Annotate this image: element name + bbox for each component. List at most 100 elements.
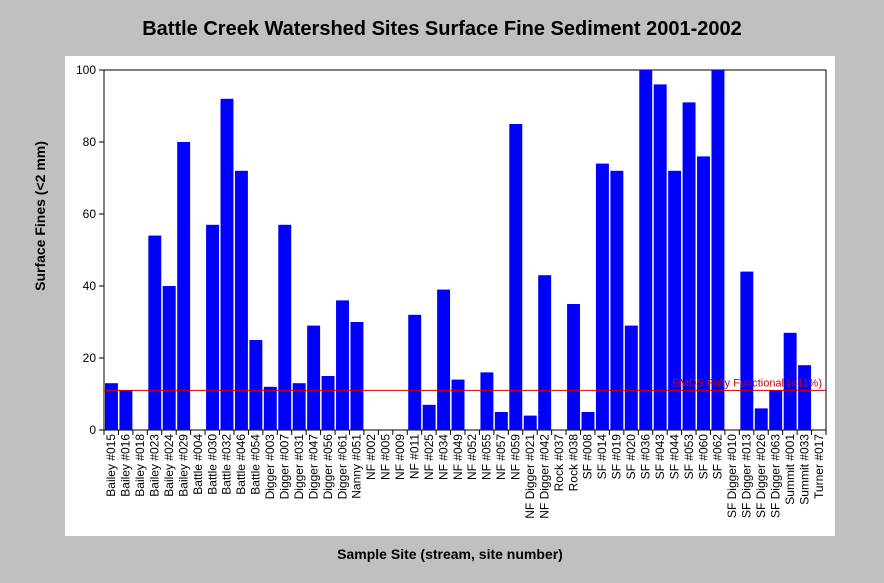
bar bbox=[162, 286, 176, 430]
bar bbox=[639, 70, 653, 430]
bar bbox=[480, 372, 494, 430]
bar bbox=[350, 322, 364, 430]
x-tick-label: SF #019 bbox=[610, 434, 624, 480]
bar bbox=[754, 408, 768, 430]
bar bbox=[278, 224, 292, 430]
x-tick-label: Bailey #015 bbox=[104, 434, 118, 497]
x-tick-label: SF #036 bbox=[639, 434, 653, 480]
bar bbox=[234, 170, 248, 431]
x-tick-label: Digger #003 bbox=[263, 434, 277, 500]
bar bbox=[610, 170, 624, 431]
x-tick-label: Bailey #018 bbox=[133, 434, 147, 497]
y-tick-label: 0 bbox=[89, 423, 96, 437]
bar bbox=[119, 390, 133, 430]
x-tick-label: SF Digger #010 bbox=[725, 434, 739, 518]
bar bbox=[177, 142, 191, 430]
x-tick-label: NF Digger #021 bbox=[523, 434, 537, 519]
x-tick-label: NF #057 bbox=[494, 434, 508, 480]
x-tick-label: Battle #032 bbox=[220, 434, 234, 495]
bar bbox=[220, 98, 234, 431]
x-tick-label: NF #059 bbox=[509, 434, 523, 480]
x-tick-label: Turner #017 bbox=[812, 434, 826, 499]
bar bbox=[769, 390, 783, 430]
bar bbox=[206, 224, 220, 430]
bar bbox=[307, 325, 321, 430]
x-tick-label: NF #055 bbox=[480, 434, 494, 480]
x-tick-label: Nanny #051 bbox=[350, 434, 364, 499]
x-axis-label: Sample Site (stream, site number) bbox=[337, 546, 563, 562]
x-tick-label: Summit #001 bbox=[783, 434, 797, 505]
x-tick-label: NF #049 bbox=[451, 434, 465, 480]
x-tick-label: SF #008 bbox=[581, 434, 595, 480]
bar bbox=[581, 412, 595, 430]
bar bbox=[682, 102, 696, 431]
bar bbox=[422, 404, 436, 430]
x-tick-label: SF #044 bbox=[667, 434, 681, 480]
y-tick-label: 20 bbox=[83, 351, 97, 365]
bar bbox=[653, 84, 667, 431]
bar bbox=[292, 383, 306, 430]
bar bbox=[697, 156, 710, 430]
x-tick-label: SF #053 bbox=[682, 434, 696, 480]
x-tick-label: Summit #033 bbox=[797, 434, 811, 505]
x-tick-label: Digger #047 bbox=[306, 434, 320, 500]
y-tick-label: 60 bbox=[83, 207, 97, 221]
bar bbox=[263, 386, 277, 430]
bar bbox=[783, 332, 797, 430]
x-tick-label: Bailey #029 bbox=[176, 434, 190, 497]
bar bbox=[567, 304, 581, 430]
x-tick-label: Digger #031 bbox=[292, 434, 306, 500]
x-tick-label: Rock #037 bbox=[552, 434, 566, 492]
bar bbox=[105, 383, 118, 430]
x-tick-label: Battle #030 bbox=[205, 434, 219, 495]
x-tick-label: Digger #061 bbox=[335, 434, 349, 500]
bar bbox=[509, 124, 523, 430]
x-tick-label: SF Digger #063 bbox=[768, 434, 782, 518]
x-tick-label: SF #014 bbox=[595, 434, 609, 480]
bar bbox=[321, 376, 335, 430]
x-tick-label: NF #052 bbox=[465, 434, 479, 480]
bar bbox=[408, 314, 422, 430]
bar bbox=[451, 379, 465, 430]
bar bbox=[538, 275, 552, 430]
bar bbox=[711, 70, 725, 430]
x-tick-label: Digger #007 bbox=[278, 434, 292, 500]
bar bbox=[437, 289, 451, 430]
x-tick-label: Rock #038 bbox=[566, 434, 580, 492]
x-tick-label: SF Digger #026 bbox=[754, 434, 768, 518]
x-tick-label: Battle #054 bbox=[249, 434, 263, 495]
y-tick-label: 100 bbox=[76, 63, 96, 77]
bar bbox=[148, 235, 162, 430]
bar bbox=[668, 170, 682, 431]
bar bbox=[249, 340, 263, 430]
x-tick-label: SF #043 bbox=[653, 434, 667, 480]
x-tick-label: SF #020 bbox=[624, 434, 638, 480]
x-tick-label: Battle #004 bbox=[191, 434, 205, 495]
x-tick-label: NF #002 bbox=[364, 434, 378, 480]
chart-title: Battle Creek Watershed Sites Surface Fin… bbox=[142, 18, 742, 40]
x-tick-label: Bailey #023 bbox=[148, 434, 162, 497]
x-tick-label: NF #011 bbox=[407, 434, 421, 479]
x-tick-label: Battle #046 bbox=[234, 434, 248, 495]
x-tick-label: Bailey #016 bbox=[119, 434, 133, 497]
bar bbox=[740, 271, 754, 430]
y-tick-label: 40 bbox=[83, 279, 97, 293]
x-tick-label: NF #005 bbox=[379, 434, 393, 480]
x-tick-label: NF #025 bbox=[422, 434, 436, 480]
bar bbox=[595, 163, 609, 430]
x-tick-label: NF #009 bbox=[393, 434, 407, 480]
bar bbox=[494, 412, 508, 430]
x-tick-label: NF #034 bbox=[436, 434, 450, 480]
x-tick-label: Bailey #024 bbox=[162, 434, 176, 497]
reference-line-label: EMDS Fully Functional (<11%) bbox=[672, 377, 822, 389]
x-tick-label: SF Digger #013 bbox=[740, 434, 754, 518]
bar bbox=[624, 325, 638, 430]
y-tick-label: 80 bbox=[83, 135, 97, 149]
bar bbox=[798, 365, 812, 430]
x-tick-label: NF Digger #042 bbox=[537, 434, 551, 519]
x-tick-label: SF #062 bbox=[711, 434, 725, 480]
x-tick-label: Digger #056 bbox=[321, 434, 335, 500]
bar bbox=[336, 300, 349, 430]
x-tick-label: SF #060 bbox=[696, 434, 710, 480]
